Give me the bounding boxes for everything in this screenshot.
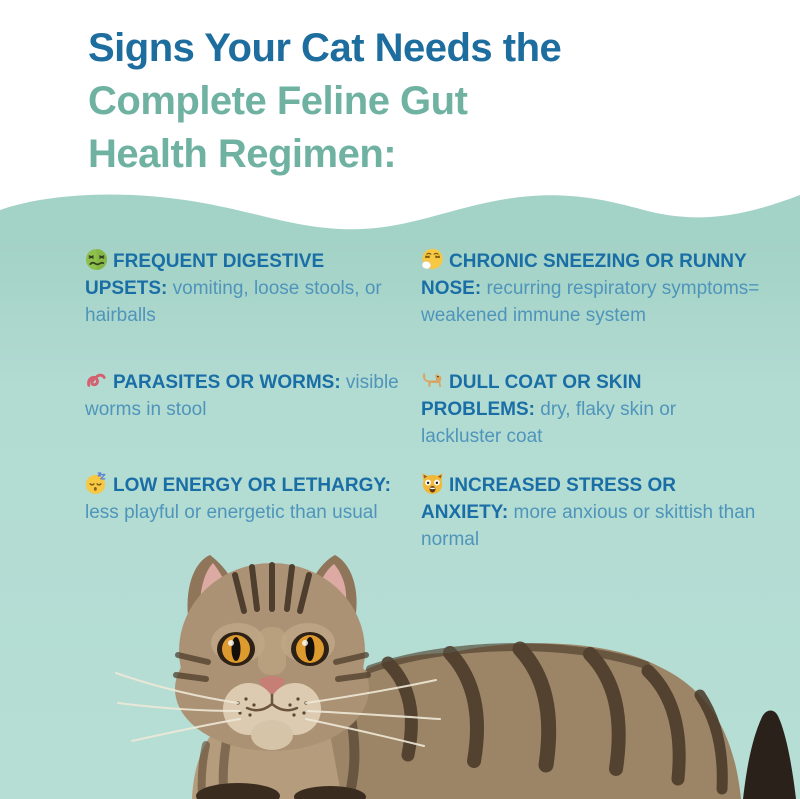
item-description: vomiting, loose stools, or hairballs [85, 278, 382, 326]
item-heading: PARASITES OR WORMS: [113, 372, 341, 393]
title-line-3: Health Regimen: [88, 132, 397, 176]
item-digestive-upsets: FREQUENT DIGESTIVE UPSETS: vomiting, loo… [85, 248, 401, 329]
item-heading: FREQUENT DIGESTIVE UPSETS: [85, 251, 325, 299]
item-description: dry, flaky skin or lackluster coat [421, 399, 677, 447]
wave-divider [0, 194, 800, 242]
weary-cat-icon [422, 473, 443, 495]
symptom-row: FREQUENT DIGESTIVE UPSETS: vomiting, loo… [85, 248, 760, 329]
symptom-row: PARASITES OR WORMS: visible worms in sto… [85, 369, 760, 450]
item-heading: INCREASED STRESS OR ANXIETY: [421, 475, 676, 523]
sneezing-face-icon [421, 248, 443, 270]
worm-icon [87, 373, 106, 387]
page-title: Signs Your Cat Needs the Complete Feline… [88, 22, 760, 181]
title-line-1: Signs Your Cat Needs the [88, 26, 562, 70]
item-description: less playful or energetic than usual [85, 502, 378, 523]
item-heading: DULL COAT OR SKIN PROBLEMS: [421, 372, 642, 420]
item-description: more anxious or skittish than normal [421, 502, 756, 550]
cat-photo [88, 553, 800, 799]
item-heading: CHRONIC SNEEZING OR RUNNY NOSE: [421, 251, 747, 299]
cat-icon [422, 372, 442, 388]
item-dull-coat: DULL COAT OR SKIN PROBLEMS: dry, flaky s… [421, 369, 760, 450]
title-line-2: Complete Feline Gut [88, 79, 468, 123]
item-heading: LOW ENERGY OR LETHARGY: [113, 475, 391, 496]
symptom-list: FREQUENT DIGESTIVE UPSETS: vomiting, loo… [85, 248, 760, 553]
item-low-energy: LOW ENERGY OR LETHARGY: less playful or … [85, 472, 401, 553]
nauseated-face-icon [85, 248, 108, 271]
sleeping-face-icon [85, 472, 106, 495]
item-parasites: PARASITES OR WORMS: visible worms in sto… [85, 369, 401, 450]
symptom-row: LOW ENERGY OR LETHARGY: less playful or … [85, 472, 760, 553]
item-description: recurring respiratory symptoms= weakened… [421, 278, 760, 326]
item-description: visible worms in stool [85, 372, 399, 420]
item-stress-anxiety: INCREASED STRESS OR ANXIETY: more anxiou… [421, 472, 760, 553]
item-chronic-sneezing: CHRONIC SNEEZING OR RUNNY NOSE: recurrin… [421, 248, 760, 329]
